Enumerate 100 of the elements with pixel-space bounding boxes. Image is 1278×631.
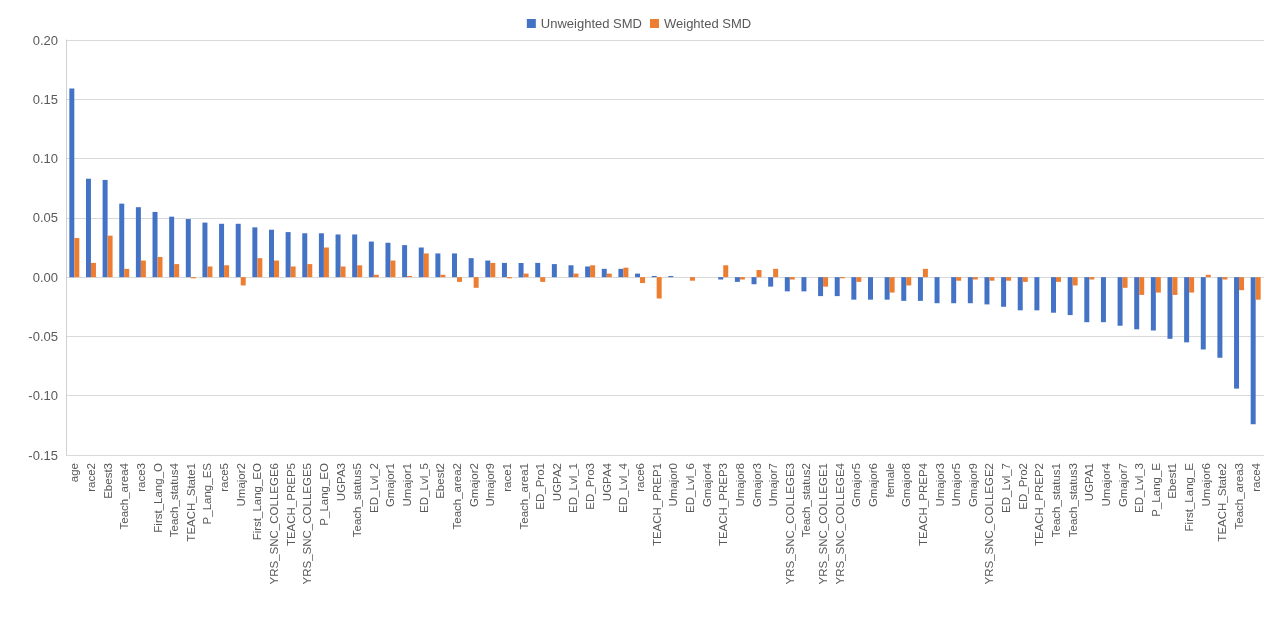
x-tick-label: Teach_area2 xyxy=(451,463,464,530)
bar xyxy=(889,277,895,293)
x-tick-label: YRS_SNC_COLLEGE4 xyxy=(833,462,846,585)
bar xyxy=(152,211,158,278)
bar xyxy=(601,268,607,278)
x-tick-label: Umajor4 xyxy=(1099,462,1112,507)
bar xyxy=(1056,277,1062,282)
x-tick-label: Teach_area3 xyxy=(1233,463,1246,530)
bar xyxy=(1051,277,1057,313)
x-tick-label: TEACH_State2 xyxy=(1216,463,1229,542)
y-tick-label: 0.05 xyxy=(32,210,58,226)
bar xyxy=(273,260,279,278)
bar xyxy=(423,253,429,278)
bar xyxy=(352,234,358,278)
bar xyxy=(1200,277,1206,350)
x-tick-label: race3 xyxy=(134,463,147,492)
bar xyxy=(85,178,91,278)
bar xyxy=(906,277,912,286)
bar xyxy=(1172,277,1178,295)
bar xyxy=(468,258,474,278)
x-tick-label: TEACH_PREP4 xyxy=(916,462,929,547)
bar xyxy=(967,277,973,304)
bar xyxy=(107,235,113,278)
bar xyxy=(1022,277,1028,282)
bar xyxy=(69,88,75,278)
bar xyxy=(140,260,146,278)
bar xyxy=(74,238,80,278)
bar xyxy=(257,258,263,278)
bar xyxy=(285,232,291,278)
x-tick-label: TEACH_PREP5 xyxy=(284,463,297,547)
bar xyxy=(1072,277,1078,286)
bar xyxy=(418,247,424,278)
bar xyxy=(402,245,408,278)
bar xyxy=(174,264,180,278)
x-tick-label: UGPA1 xyxy=(1083,463,1096,502)
bar xyxy=(323,247,329,278)
x-tick-label: ED_Lvl_7 xyxy=(1000,463,1013,513)
bar xyxy=(718,277,724,280)
y-tick-label: -0.15 xyxy=(28,447,58,463)
x-tick-label: ED_Lvl_3 xyxy=(1133,463,1146,513)
bar xyxy=(656,277,662,299)
x-tick-label: TEACH_PREP1 xyxy=(650,463,663,547)
bar xyxy=(340,266,346,278)
x-tick-label: Gmajor5 xyxy=(850,463,863,508)
bar xyxy=(734,277,740,282)
bar xyxy=(1067,277,1073,316)
x-tick-label: age xyxy=(68,463,81,483)
bar xyxy=(640,277,646,284)
x-tick-label: ED_Lvl_2 xyxy=(367,463,380,513)
bar xyxy=(207,266,213,278)
bar xyxy=(1150,277,1156,331)
x-tick-label: YRS_SNC_COLLEGE5 xyxy=(301,463,314,585)
x-tick-label: Gmajor6 xyxy=(866,463,879,508)
bar xyxy=(551,264,557,278)
bar xyxy=(984,277,990,305)
bar xyxy=(856,277,862,282)
bar xyxy=(185,219,191,278)
x-tick-label: Umajor6 xyxy=(1199,463,1212,507)
bar xyxy=(1255,277,1261,300)
x-tick-label: P_Lang_ES xyxy=(201,462,214,525)
x-tick-label: P_Lang_EO xyxy=(317,462,330,526)
x-tick-label: Umajor7 xyxy=(767,463,780,507)
x-tick-label: Teach_area4 xyxy=(118,462,131,530)
y-tick-label: 0.15 xyxy=(32,91,58,107)
x-tick-label: Gmajor2 xyxy=(467,463,480,508)
x-tick-label: Umajor3 xyxy=(933,463,946,507)
bar xyxy=(490,262,496,278)
x-tick-label: race5 xyxy=(218,463,231,492)
x-tick-label: YRS_SNC_COLLEGE3 xyxy=(783,463,796,585)
x-tick-label: Umajor5 xyxy=(950,463,963,507)
x-tick-label: ED_Pro3 xyxy=(584,463,597,510)
x-tick-label: UGPA3 xyxy=(334,463,347,502)
bar xyxy=(169,216,175,278)
bar xyxy=(1001,277,1007,307)
bar xyxy=(756,270,762,278)
bar xyxy=(540,277,546,282)
bar xyxy=(240,277,246,286)
x-tick-label: ED_Lvl_4 xyxy=(617,462,630,513)
bar xyxy=(1139,277,1145,295)
bar xyxy=(1239,277,1245,291)
bar xyxy=(368,241,374,278)
bar xyxy=(934,277,940,304)
x-tick-label: Teach_status2 xyxy=(800,463,813,538)
bar xyxy=(1250,277,1256,425)
bar xyxy=(773,268,779,278)
x-tick-label: YRS_SNC_COLLEGE1 xyxy=(817,463,830,585)
bar xyxy=(457,277,463,282)
bar xyxy=(452,253,458,278)
y-tick-label: 0.00 xyxy=(32,269,58,285)
x-tick-label: TEACH_PREP2 xyxy=(1033,463,1046,547)
bar xyxy=(1222,277,1228,280)
bar xyxy=(390,260,396,278)
x-tick-label: Ebest1 xyxy=(1166,463,1179,499)
bar xyxy=(124,268,130,278)
bar xyxy=(1006,277,1012,281)
x-tick-label: female xyxy=(883,463,896,498)
x-tick-label: race4 xyxy=(1249,462,1262,492)
x-tick-label: Gmajor3 xyxy=(750,463,763,508)
bar xyxy=(922,268,928,278)
bar xyxy=(357,265,363,278)
